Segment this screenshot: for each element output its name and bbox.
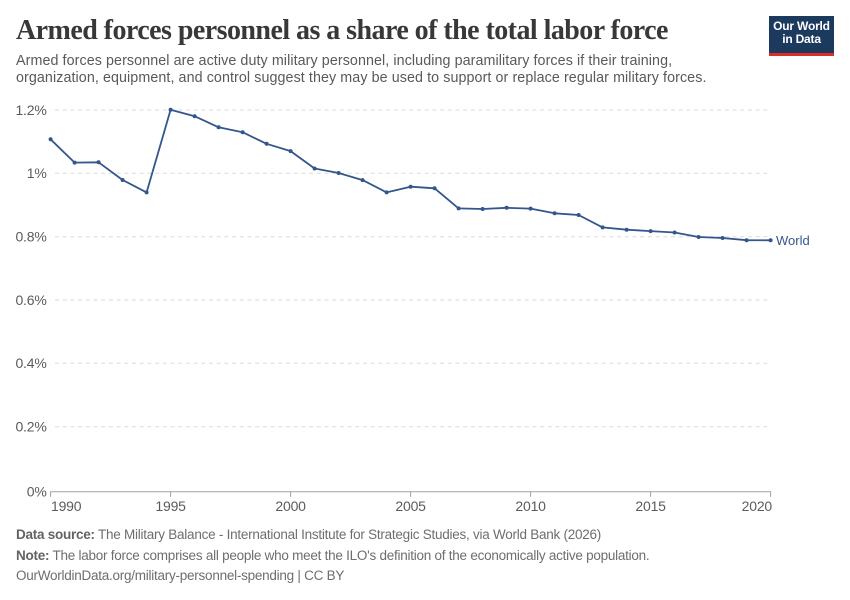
svg-text:2005: 2005 — [395, 498, 426, 514]
svg-text:2020: 2020 — [742, 498, 773, 514]
svg-text:0.6%: 0.6% — [15, 292, 46, 308]
svg-text:1995: 1995 — [155, 498, 186, 514]
svg-text:0.2%: 0.2% — [15, 419, 46, 435]
svg-text:2015: 2015 — [635, 498, 666, 514]
svg-text:1%: 1% — [27, 165, 47, 181]
svg-text:2000: 2000 — [275, 498, 306, 514]
svg-text:0%: 0% — [27, 484, 47, 500]
svg-text:1.2%: 1.2% — [15, 102, 46, 118]
svg-text:2010: 2010 — [515, 498, 546, 514]
svg-text:0.4%: 0.4% — [15, 355, 46, 371]
svg-text:World: World — [776, 233, 810, 248]
svg-text:0.8%: 0.8% — [15, 229, 46, 245]
svg-text:1990: 1990 — [51, 498, 82, 514]
